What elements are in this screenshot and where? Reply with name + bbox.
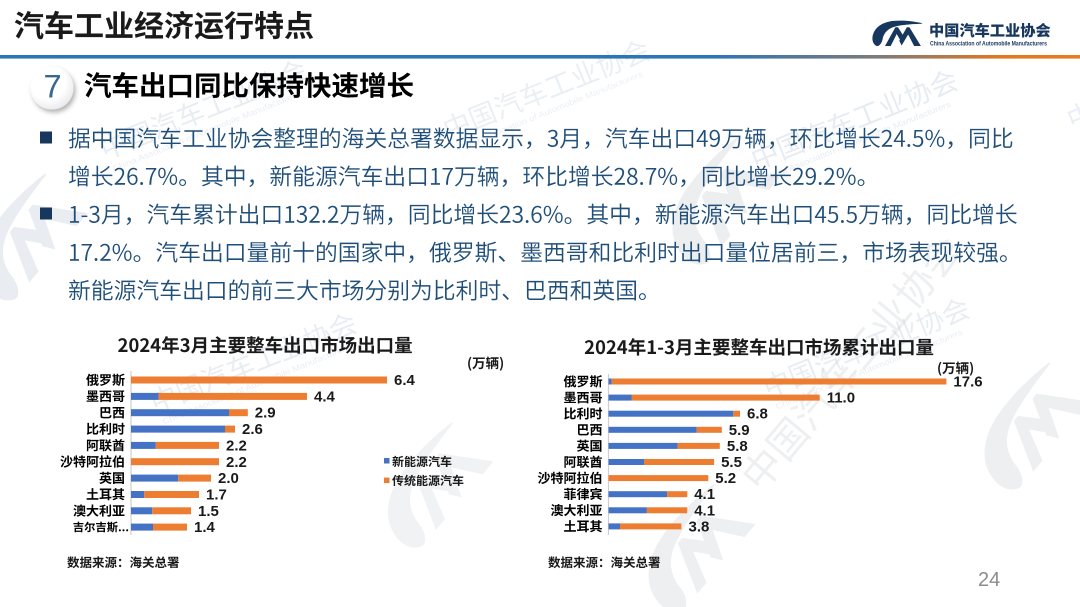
svg-text:6.4: 6.4 [394,372,416,389]
svg-text:2.0: 2.0 [218,470,239,487]
svg-text:2.2: 2.2 [226,454,247,471]
svg-text:5.9: 5.9 [729,422,750,439]
svg-text:4.1: 4.1 [694,502,715,519]
svg-text:5.8: 5.8 [727,438,748,455]
svg-text:24: 24 [978,569,1000,591]
svg-text:China Association of Automobil: China Association of Automobile Manufact… [930,42,1048,48]
svg-text:2.6: 2.6 [242,421,263,438]
svg-text:4.4: 4.4 [314,388,336,405]
svg-text:5.5: 5.5 [721,454,742,471]
svg-text:4.1: 4.1 [694,486,715,503]
svg-text:11.0: 11.0 [827,390,855,407]
svg-text:1.4: 1.4 [194,519,216,536]
svg-text:6.8: 6.8 [747,406,768,423]
svg-text:17.6: 17.6 [953,374,982,391]
svg-text:2.9: 2.9 [255,405,276,422]
svg-text:3.8: 3.8 [689,518,710,535]
svg-text:7: 7 [43,69,61,105]
svg-text:5.2: 5.2 [715,470,736,487]
svg-text:1.5: 1.5 [198,503,219,520]
svg-text:2.2: 2.2 [226,437,247,454]
svg-text:1.7: 1.7 [206,487,227,504]
